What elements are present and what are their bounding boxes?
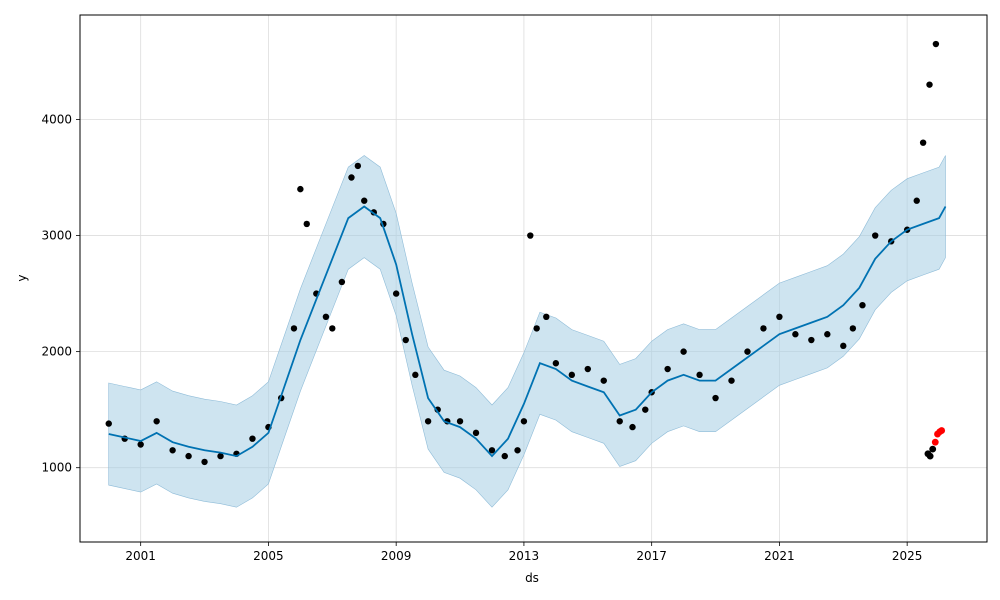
x-axis-label: ds (525, 571, 539, 585)
observed-point (859, 301, 866, 309)
observed-point (600, 377, 607, 384)
observed-point (696, 371, 703, 379)
y-axis-label: y (15, 274, 29, 281)
x-tick-label: 2017 (636, 549, 667, 563)
highlight-point (931, 438, 939, 446)
uncertainty-band (108, 155, 946, 508)
observed-point (361, 197, 368, 204)
observed-point (424, 418, 432, 425)
observed-point (629, 423, 636, 431)
y-axis-ticks: 1000 2000 3000 4000 (41, 112, 80, 475)
observed-point (249, 435, 256, 442)
y-tick-label: 3000 (41, 229, 72, 243)
highlight-point (929, 445, 937, 453)
observed-point (926, 81, 933, 88)
observed-point (201, 458, 208, 466)
observed-point (568, 371, 576, 379)
observed-point (290, 325, 298, 332)
observed-point (664, 365, 671, 373)
observed-point (303, 220, 310, 228)
observed-point (488, 447, 496, 454)
observed-point (712, 394, 719, 402)
highlight-points (924, 427, 946, 460)
observed-point (849, 325, 857, 332)
observed-point (217, 452, 224, 460)
observed-point (932, 40, 940, 48)
plot-frame (79, 14, 988, 543)
observed-point (402, 336, 409, 344)
observed-point (297, 185, 304, 193)
observed-point (527, 232, 534, 239)
x-tick-label: 2005 (253, 549, 284, 563)
observed-point (472, 429, 480, 437)
observed-point (322, 313, 330, 321)
x-axis-ticks: 2001 2005 2009 2013 2017 2021 2025 (125, 542, 922, 563)
x-tick-label: 2009 (381, 549, 412, 563)
observed-point (913, 197, 920, 204)
observed-point (185, 452, 192, 460)
observed-point (552, 360, 560, 367)
observed-point (642, 406, 649, 413)
observed-point (792, 331, 799, 338)
observed-point (728, 377, 735, 384)
y-tick-label: 2000 (41, 345, 72, 359)
observed-point (744, 348, 751, 355)
observed-point (840, 342, 847, 350)
observed-point (919, 139, 927, 146)
observed-point (153, 418, 160, 425)
x-tick-label: 2013 (509, 549, 540, 563)
observed-point (824, 331, 831, 338)
observed-point (354, 162, 362, 170)
observed-point (616, 418, 623, 425)
observed-point (329, 325, 336, 332)
y-tick-label: 4000 (41, 112, 72, 126)
observed-point (338, 278, 346, 286)
observed-point (348, 174, 355, 181)
observed-point (392, 290, 400, 297)
observed-point (137, 441, 144, 448)
observed-point (169, 447, 176, 454)
observed-point (520, 418, 528, 425)
observed-point (680, 348, 687, 355)
observed-point (872, 232, 879, 239)
y-tick-label: 1000 (41, 461, 72, 475)
axes-frame (79, 14, 988, 543)
observed-point (533, 325, 540, 332)
observed-point (808, 336, 815, 344)
observed-point (456, 418, 464, 425)
uncertainty-band-area (108, 155, 946, 508)
x-tick-label: 2025 (892, 549, 923, 563)
observed-point (584, 365, 591, 373)
highlight-point (938, 427, 946, 434)
observed-point (412, 371, 419, 379)
observed-point (776, 313, 783, 321)
forecast-line-path (108, 205, 947, 458)
observed-point (760, 325, 767, 332)
observed-point (105, 420, 112, 427)
forecast-line (108, 205, 947, 458)
highlight-point (926, 452, 934, 460)
observed-point (501, 452, 508, 460)
observed-point (514, 447, 521, 454)
x-tick-label: 2021 (764, 549, 795, 563)
x-tick-label: 2001 (125, 549, 156, 563)
observed-point (543, 313, 550, 321)
